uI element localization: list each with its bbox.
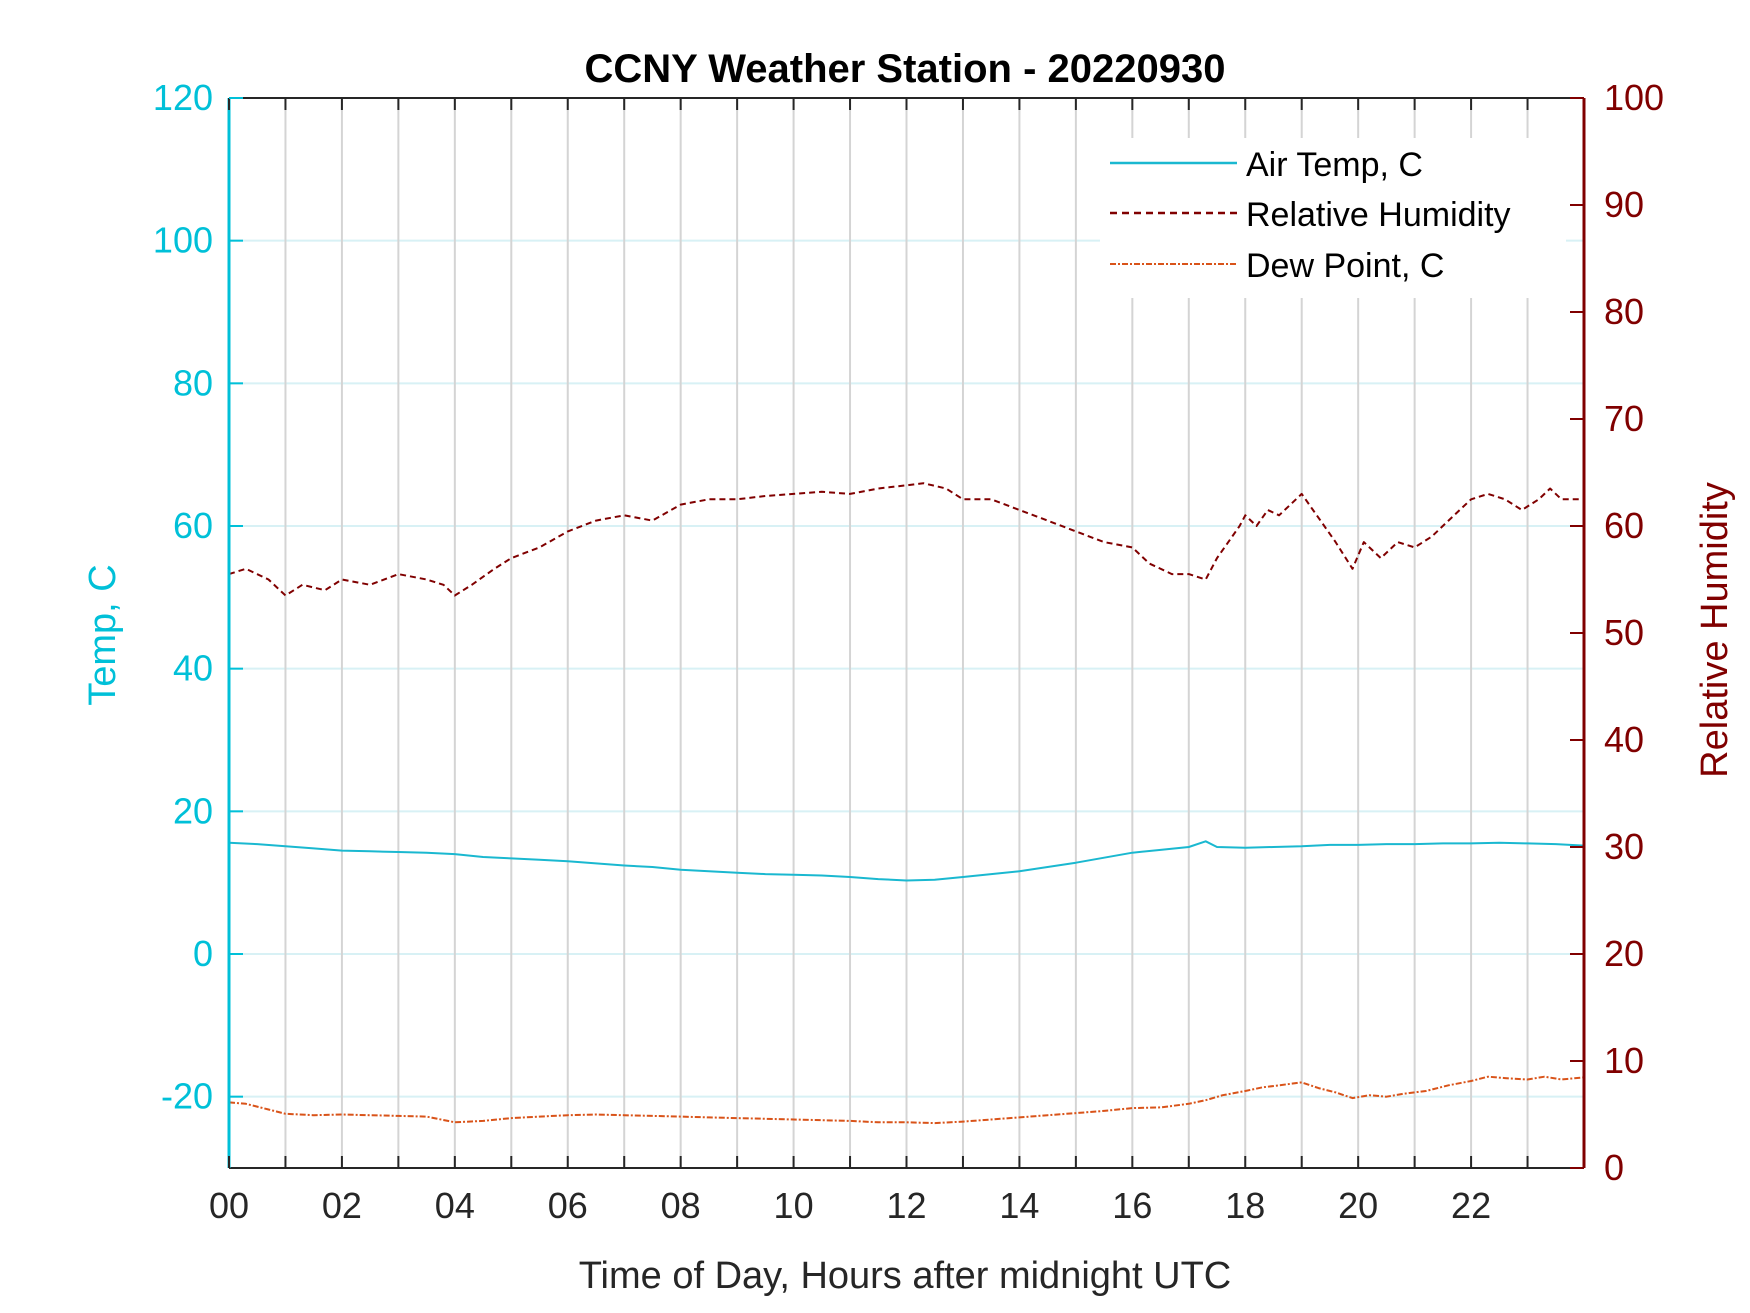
x-tick-label-22: 22	[1451, 1185, 1491, 1226]
x-tick-label-04: 04	[435, 1185, 475, 1226]
tick-labels: 00 02 04 06 08 10 12 14 16 18 20 22-200204060801001…	[153, 77, 1664, 1226]
chart-title: CCNY Weather Station - 20220930	[585, 47, 1226, 91]
left-y-tick-label-3: 40	[173, 648, 213, 689]
legend-background	[1100, 138, 1566, 298]
right-y-tick-label-1: 10	[1604, 1040, 1644, 1081]
left-y-tick-label-6: 100	[153, 220, 213, 261]
humidity-line	[228, 482, 1584, 597]
legend: Air Temp, C Relative Humidity Dew Point,…	[1100, 138, 1566, 298]
x-tick-label-16: 16	[1112, 1185, 1152, 1226]
x-tick-label-00: 00	[209, 1185, 249, 1226]
left-y-tick-label-1: 0	[193, 933, 213, 974]
left-y-tick-label-4: 60	[173, 505, 213, 546]
x-tick-label-12: 12	[886, 1185, 926, 1226]
dew-point-line	[228, 1075, 1585, 1125]
x-tick-label-02: 02	[322, 1185, 362, 1226]
legend-label-dew-point: Dew Point, C	[1246, 247, 1444, 285]
right-y-tick-label-7: 70	[1604, 398, 1644, 439]
right-y-tick-label-9: 90	[1604, 184, 1644, 225]
x-tick-label-14: 14	[999, 1185, 1039, 1226]
left-y-tick-label-0: -20	[161, 1076, 213, 1117]
right-y-tick-label-3: 30	[1604, 826, 1644, 867]
right-y-axis-label: Relative Humidity	[1694, 482, 1736, 778]
right-y-tick-label-2: 20	[1604, 933, 1644, 974]
right-y-tick-label-4: 40	[1604, 719, 1644, 760]
right-y-tick-label-5: 50	[1604, 612, 1644, 653]
x-tick-label-08: 08	[661, 1185, 701, 1226]
left-y-tick-label-2: 20	[173, 790, 213, 831]
right-y-tick-label-0: 0	[1604, 1147, 1624, 1188]
data-series	[228, 482, 1585, 1125]
air-temp-line	[228, 840, 1585, 882]
legend-label-humidity: Relative Humidity	[1246, 196, 1511, 234]
x-tick-label-18: 18	[1225, 1185, 1265, 1226]
grid-lines	[229, 97, 1584, 1168]
right-y-tick-label-8: 80	[1604, 291, 1644, 332]
x-tick-label-10: 10	[774, 1185, 814, 1226]
left-y-tick-label-7: 120	[153, 77, 213, 118]
tick-marks	[228, 97, 1584, 1169]
left-y-axis-label: Temp, C	[82, 564, 124, 705]
legend-label-air-temp: Air Temp, C	[1246, 146, 1423, 184]
right-y-tick-label-6: 60	[1604, 505, 1644, 546]
right-y-tick-label-10: 100	[1604, 77, 1664, 118]
x-tick-label-20: 20	[1338, 1185, 1378, 1226]
left-y-tick-label-5: 80	[173, 362, 213, 403]
x-tick-label-06: 06	[548, 1185, 588, 1226]
x-axis-label: Time of Day, Hours after midnight UTC	[579, 1255, 1232, 1297]
